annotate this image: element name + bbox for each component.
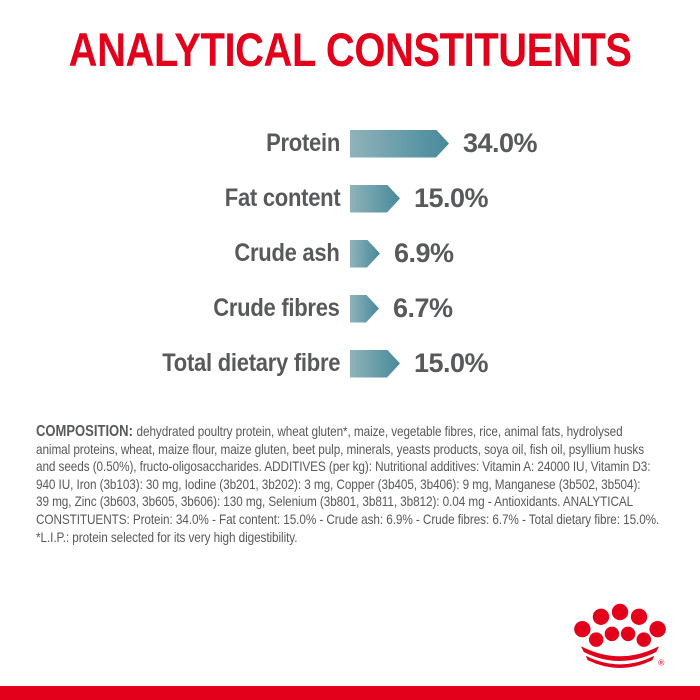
crown-dot [630, 608, 648, 625]
crown-dot [588, 632, 604, 647]
crown-dot [592, 608, 610, 625]
bar-arrow [350, 185, 400, 213]
composition-line: CONSTITUENTS: Protein: 34.0% - Fat conte… [36, 510, 660, 527]
bar-value: 15.0% [414, 183, 489, 213]
chart-row: Fat content 15.0% [0, 171, 700, 226]
crown-dot [620, 626, 636, 642]
composition-line: *L.I.P.: protein selected for its very h… [36, 528, 298, 545]
composition-line: 39 mg, Zinc (3b603, 3b605, 3b606): 130 m… [36, 493, 634, 510]
bar-value: 15.0% [414, 348, 489, 378]
composition-text-block: COMPOSITION: dehydrated poultry protein,… [36, 423, 686, 546]
bottom-red-band [0, 686, 700, 700]
crown-dot [649, 620, 666, 638]
bar-value: 6.9% [394, 238, 454, 268]
page-title: ANALYTICAL CONSTITUENTS [0, 22, 700, 77]
chart-row: Crude fibres 6.7% [0, 281, 700, 336]
page-title-text: ANALYTICAL CONSTITUENTS [68, 23, 632, 76]
chart-row: Protein 34.0% [0, 116, 700, 171]
bar-value: 6.7% [393, 293, 453, 323]
analytical-constituents-chart: Protein 34.0% Fat content 15.0% Crude ash 6.9… [0, 116, 700, 391]
bar-arrow [350, 295, 379, 323]
bar-label: Crude ash [234, 239, 340, 267]
bar-arrow [350, 130, 449, 158]
bar-label: Fat content [224, 184, 340, 212]
chart-row: Total dietary fibre 15.0% [0, 336, 700, 391]
bar-value: 34.0% [463, 128, 538, 158]
composition-heading: COMPOSITION: [36, 423, 137, 440]
bar-label: Total dietary fibre [162, 349, 340, 377]
chart-row: Crude ash 6.9% [0, 226, 700, 281]
crown-dot [604, 626, 620, 642]
crown-logo: ® [574, 603, 666, 668]
bar-arrow [350, 240, 380, 268]
bar-label: Crude fibres [213, 294, 341, 322]
composition-line: COMPOSITION: dehydrated poultry protein,… [36, 423, 623, 440]
crown-dot [636, 632, 652, 647]
composition-line: and seeds (0.50%), fructo-oligosaccharid… [36, 458, 651, 475]
registered-trademark-icon: ® [658, 657, 665, 667]
crown-band-upper [580, 646, 660, 662]
crown-dot [611, 603, 629, 621]
crown-band-lower [585, 655, 655, 668]
crown-dot [574, 620, 591, 638]
bar-arrow [350, 350, 400, 378]
bar-label: Protein [266, 129, 340, 157]
composition-line: 940 IU, Iron (3b103): 30 mg, Iodine (3b2… [36, 475, 641, 492]
composition-line: animal proteins, wheat, maize flour, mai… [36, 440, 645, 457]
